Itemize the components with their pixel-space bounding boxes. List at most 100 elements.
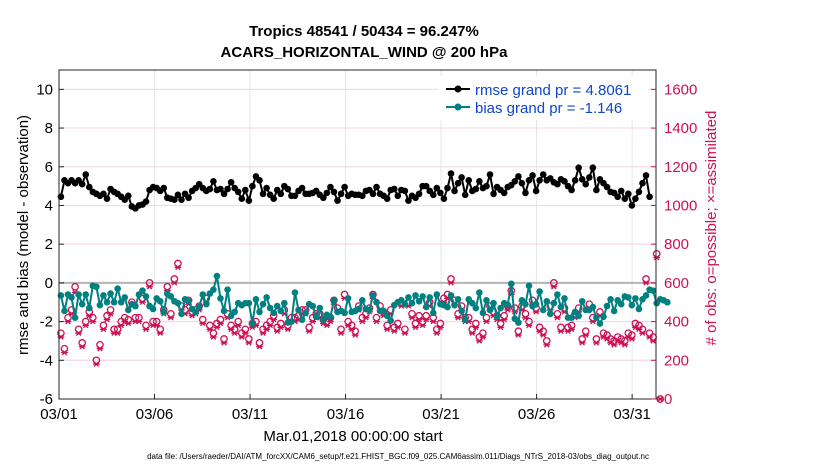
asterisk-stroke — [423, 316, 429, 323]
assimilated-obs-point — [85, 313, 93, 319]
rmse-point — [401, 187, 409, 195]
rmse-point — [270, 195, 277, 202]
asterisk-stroke — [348, 326, 355, 333]
asterisk-stroke — [153, 322, 160, 329]
left-tick-label: 4 — [45, 197, 53, 214]
asterisk-stroke — [228, 326, 234, 333]
bias-point — [100, 292, 107, 299]
assimilated-obs-point — [415, 316, 423, 323]
bias-point — [192, 308, 199, 316]
asterisk-stroke — [402, 330, 408, 336]
bias-point — [383, 312, 391, 320]
bias-point — [249, 320, 256, 327]
bias-point — [568, 314, 575, 322]
rmse-point — [440, 195, 448, 202]
asterisk-stroke — [121, 318, 128, 325]
rmse-point — [429, 191, 437, 199]
asterisk-stroke — [632, 324, 639, 331]
bias-point — [132, 302, 139, 310]
assimilated-obs-point — [174, 264, 182, 271]
assimilated-obs-point — [593, 340, 600, 346]
asterisk-stroke — [221, 340, 227, 346]
assimilated-obs-point — [653, 254, 660, 261]
bias-point — [178, 310, 185, 318]
assimilated-obs-point — [266, 322, 274, 329]
asterisk-stroke — [522, 314, 529, 321]
left-tick-label: -2 — [40, 314, 53, 331]
bias-point — [117, 298, 125, 306]
rmse-point — [249, 182, 256, 190]
bias-point — [515, 319, 522, 326]
bias-point — [107, 290, 114, 297]
rmse-point — [635, 188, 643, 196]
rmse-point — [628, 202, 636, 209]
rmse-point — [415, 190, 423, 198]
asterisk-stroke — [540, 332, 546, 338]
asterisk-stroke — [430, 318, 437, 325]
rmse-point — [160, 184, 168, 192]
legend-rmse-label: rmse grand pr = 4.8061 — [475, 82, 631, 99]
bias-point — [273, 302, 281, 310]
rmse-point — [461, 191, 469, 199]
bias-point — [575, 312, 582, 320]
bias-point — [433, 291, 441, 298]
bias-point — [635, 305, 643, 313]
bias-point — [628, 301, 636, 309]
bias-point — [617, 300, 625, 308]
asterisk-stroke — [639, 330, 646, 336]
assimilated-obs-point — [373, 318, 380, 325]
right-tick-label: 400 — [664, 314, 689, 331]
bias-point — [139, 287, 146, 294]
right-tick-label: 800 — [664, 236, 689, 253]
bias-point — [252, 296, 260, 303]
asterisk-stroke — [629, 336, 635, 342]
assimilated-obs-point — [522, 314, 529, 321]
right-axis-label: # of obs: o=possible; ×=assimilated — [703, 111, 720, 346]
rmse-point — [390, 185, 398, 193]
assimilated-obs-point — [61, 349, 68, 356]
assimilated-obs-point — [64, 318, 72, 325]
bias-point — [649, 287, 657, 294]
rmse-point — [632, 195, 639, 202]
assimilated-obs-point — [96, 345, 104, 352]
bias-point — [490, 299, 497, 307]
asterisk-stroke — [409, 314, 415, 321]
rmse-point — [142, 198, 150, 205]
rmse-point — [210, 177, 217, 185]
asterisk-stroke — [175, 264, 181, 271]
bias-point — [522, 300, 529, 308]
asterisk-stroke — [455, 314, 461, 321]
asterisk-stroke — [419, 322, 426, 329]
assimilated-obs-point — [217, 320, 224, 327]
asterisk-stroke — [235, 322, 241, 329]
bias-point — [380, 307, 387, 315]
asterisk-stroke — [306, 328, 312, 335]
asterisk-stroke — [86, 313, 93, 319]
bias-point — [366, 306, 373, 314]
assimilated-obs-point — [504, 307, 512, 313]
asterisk-stroke — [483, 318, 490, 325]
asterisk-stroke — [604, 336, 610, 342]
bias-point — [596, 320, 604, 327]
bias-point — [401, 300, 409, 308]
right-tick-label: 1600 — [664, 81, 697, 98]
rmse-point — [103, 195, 111, 202]
assimilated-obs-point — [429, 318, 437, 325]
rmse-point — [245, 197, 253, 204]
bias-point — [121, 294, 129, 301]
rmse-point — [337, 190, 345, 198]
right-tick-label: 1400 — [664, 120, 697, 137]
rmse-point — [529, 172, 536, 179]
asterisk-stroke — [618, 340, 624, 346]
bias-point — [578, 297, 586, 305]
rmse-point — [82, 171, 90, 178]
assimilated-obs-point — [153, 322, 160, 329]
assimilated-obs-point — [557, 328, 565, 335]
assimilated-obs-point — [642, 280, 650, 286]
asterisk-stroke — [270, 316, 277, 323]
asterisk-stroke — [104, 316, 110, 323]
assimilated-obs-point — [582, 332, 590, 338]
rmse-point — [575, 164, 582, 172]
bias-point — [543, 297, 551, 305]
assimilated-obs-point — [532, 309, 540, 315]
